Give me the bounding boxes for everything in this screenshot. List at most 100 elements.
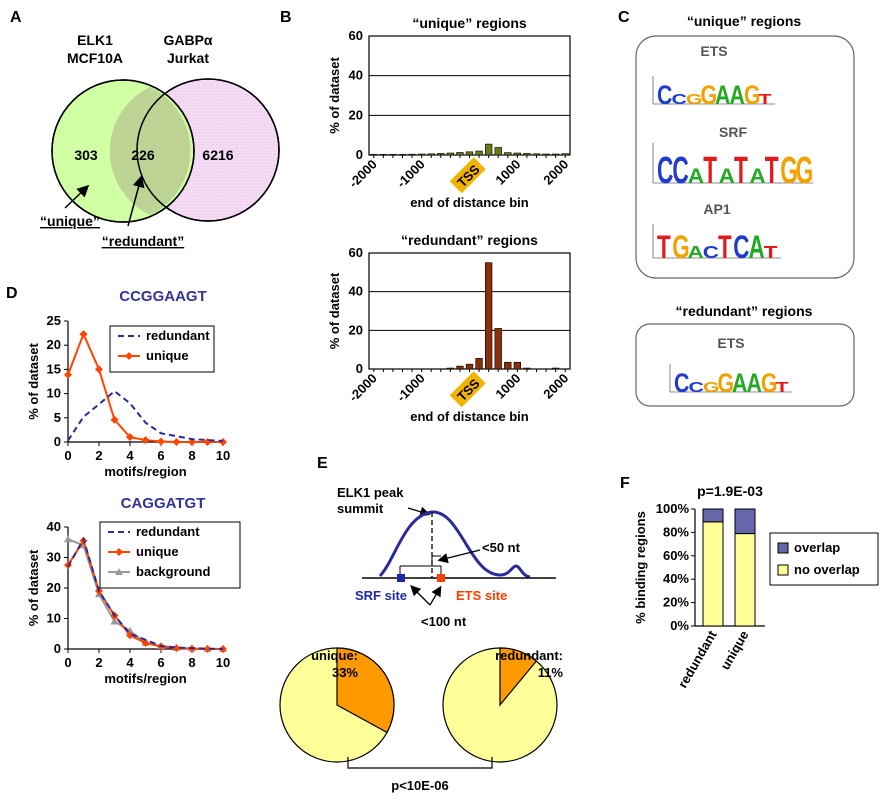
pie-percent: 33%: [332, 665, 358, 680]
dist100-label: <100 nt: [421, 614, 467, 629]
panel-label-f: F: [620, 475, 630, 492]
logo-letter: G: [718, 369, 735, 399]
bar: [398, 154, 407, 156]
schematic: ELK1 peak summit <50 nt <100 nt SRF site…: [337, 485, 556, 629]
x-tick-label: 2: [95, 655, 102, 670]
chart-title: CCGGAAGT: [119, 288, 207, 305]
pvalue-label: p<10E-06: [391, 778, 448, 793]
bar: [532, 153, 541, 156]
bar: [513, 152, 522, 156]
data-point: [203, 438, 212, 446]
legend-label: redundant: [136, 524, 200, 539]
x-axis-label: end of distance bin: [410, 195, 529, 210]
y-tick-label: 0: [54, 434, 61, 449]
ets-site-box: [437, 574, 445, 582]
y-tick-label: 40: [349, 68, 363, 83]
y-tick-label: 60: [349, 28, 363, 43]
logo-letter: T: [657, 229, 671, 265]
bar: [523, 367, 531, 370]
unique-motifs-title: “unique” regions: [687, 13, 802, 29]
logo-letter: G: [703, 378, 720, 395]
series-line-redundant: [67, 389, 224, 443]
panel-label-c: C: [618, 9, 630, 26]
bar: [513, 361, 522, 370]
bar: [484, 143, 493, 156]
legend-label: unique: [146, 348, 189, 363]
chart-d-caggatgt: CAGGATGT 0 10 20 30 40 0 2 4 6 8 10 motifs/region % o…: [26, 495, 241, 686]
bar: [456, 365, 464, 370]
peak-label-line2: summit: [337, 501, 384, 516]
data-point: [141, 436, 150, 445]
venn-diagram: ELK1 MCF10A GABPα Jurkat 303 226 6216 “u…: [40, 32, 280, 249]
bar: [456, 152, 464, 156]
bar: [446, 152, 455, 156]
panel-label-b: B: [280, 9, 292, 26]
panel-label-a: A: [10, 9, 22, 26]
legend-label: background: [136, 564, 210, 579]
redundant-motifs-title: “redundant” regions: [676, 303, 813, 319]
legend-swatch: [777, 564, 789, 576]
bar: [379, 154, 388, 156]
panel-label-d: D: [6, 285, 18, 302]
bar-no-overlap: [702, 521, 724, 627]
x-tick-label: -1000: [394, 371, 428, 405]
venn-only1-count: 303: [74, 147, 98, 163]
dist50-label: <50 nt: [482, 540, 521, 555]
chart-f: p=1.9E-03 0% 20% 40% 60% 80% 100% % binding reg…: [633, 483, 879, 691]
logo-letter: G: [744, 81, 761, 111]
legend-label: no overlap: [794, 562, 860, 577]
bar: [484, 262, 493, 370]
x-axis-label: motifs/region: [104, 671, 186, 686]
bar: [446, 367, 455, 370]
bar-no-overlap: [734, 533, 756, 627]
legend-swatch: [777, 542, 789, 554]
plot-frame: [368, 252, 571, 370]
pie-slice-pair: [499, 647, 538, 707]
x-tick-label: 2000: [540, 157, 571, 188]
logo-letter: G: [686, 90, 703, 107]
venn-set2-name: GABPα: [163, 32, 212, 48]
bar: [504, 152, 512, 156]
y-tick-label: 15: [47, 361, 61, 376]
bar: [417, 153, 426, 156]
x-tick-label: unique: [717, 628, 751, 672]
y-tick-label: 30: [47, 550, 61, 565]
srf-site-label: SRF site: [355, 588, 407, 603]
x-tick-label: redundant: [675, 627, 720, 690]
logo-letter: G: [701, 81, 718, 111]
tss-highlight: [449, 157, 486, 194]
bar: [437, 153, 445, 156]
tss-highlight: [449, 371, 486, 408]
motif-name: AP1: [703, 201, 730, 217]
legend-box: [769, 532, 879, 586]
bar: [370, 154, 378, 156]
x-tick-label: -1000: [394, 157, 428, 191]
redundant-motifs-box: [635, 323, 855, 407]
data-point: [95, 365, 103, 374]
x-tick-label: 1000: [492, 371, 523, 402]
bar: [465, 363, 474, 370]
y-tick-label: 10: [47, 386, 61, 401]
venn-overlap: [109, 87, 191, 215]
x-tick-label: 1000: [492, 157, 523, 188]
motif-name: ETS: [717, 335, 744, 351]
logo-letter: C: [657, 149, 673, 192]
x-tick-label: 10: [216, 655, 230, 670]
pie-label: unique:: [311, 648, 358, 663]
logo-letter: T: [776, 378, 789, 395]
pvalue-bracket: [347, 757, 493, 769]
chart-d-ccggaagt: CCGGAAGT 0 5 10 15 20 25 0 2 4 6 8 10 motifs/region % …: [26, 288, 230, 479]
y-tick-label: 100%: [656, 501, 690, 516]
data-point: [110, 415, 119, 424]
peak-curve: [378, 510, 531, 579]
bar: [465, 151, 474, 156]
logo-letter: A: [688, 164, 705, 188]
y-axis-label: % of dataset: [327, 272, 342, 349]
x-tick-label: 6: [157, 448, 164, 463]
logo-letter: A: [715, 81, 730, 111]
logo-letter: A: [747, 369, 762, 399]
legend-box: [109, 325, 215, 373]
y-tick-label: 20: [47, 580, 61, 595]
x-tick-label: 6: [157, 655, 164, 670]
data-point: [172, 644, 181, 653]
